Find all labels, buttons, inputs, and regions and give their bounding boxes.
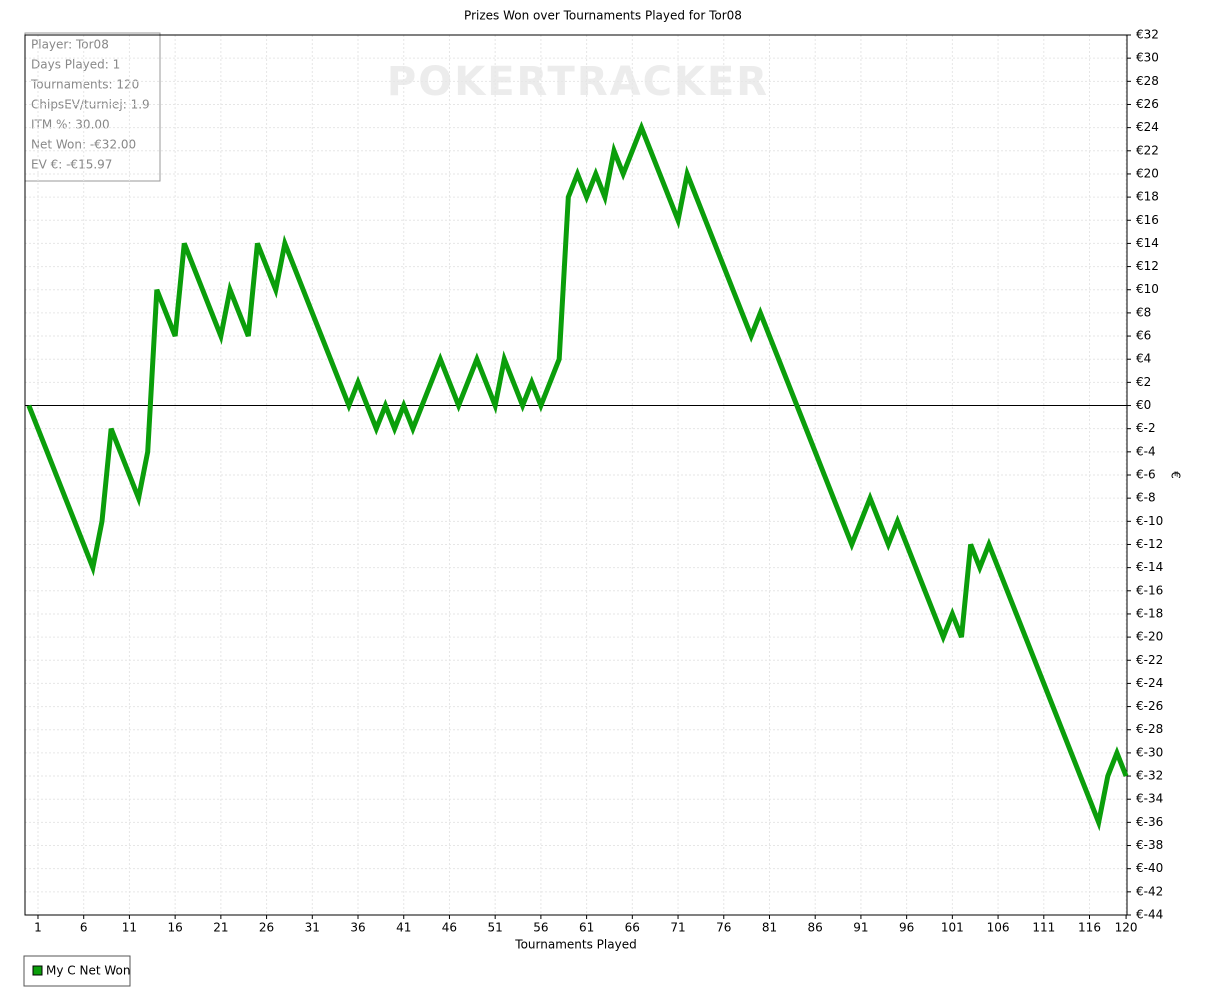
- y-tick-label: €-32: [1136, 769, 1163, 783]
- y-tick-label: €-10: [1136, 514, 1163, 528]
- x-tick-label: 11: [122, 921, 137, 935]
- y-axis-label: €: [1169, 471, 1183, 479]
- y-tick-label: €28: [1136, 74, 1159, 88]
- y-tick-label: €14: [1136, 236, 1159, 250]
- x-tick-label: 120: [1115, 921, 1138, 935]
- stat-line: Tournaments: 120: [30, 78, 139, 92]
- y-tick-label: €2: [1136, 375, 1151, 389]
- x-axis-label: Tournaments Played: [514, 938, 636, 952]
- y-tick-label: €10: [1136, 282, 1159, 296]
- legend: My C Net Won: [23, 955, 131, 987]
- y-tick-label: €-18: [1136, 606, 1163, 620]
- x-tick-label: 101: [941, 921, 964, 935]
- y-tick-label: €22: [1136, 143, 1159, 157]
- y-tick-label: €-14: [1136, 560, 1163, 574]
- stat-line: ITM %: 30.00: [31, 118, 110, 132]
- x-tick-label: 116: [1078, 921, 1101, 935]
- y-tick-label: €0: [1136, 398, 1151, 412]
- stat-line: Player: Tor08: [31, 38, 109, 52]
- x-tick-label: 56: [533, 921, 548, 935]
- y-tick-label: €-20: [1136, 630, 1163, 644]
- x-tick-label: 21: [213, 921, 228, 935]
- x-tick-label: 76: [716, 921, 731, 935]
- x-tick-label: 36: [350, 921, 365, 935]
- stat-line: EV €: -€15.97: [31, 158, 112, 172]
- x-tick-label: 61: [579, 921, 594, 935]
- y-tick-label: €32: [1136, 28, 1159, 42]
- stats-box: Player: Tor08 Days Played: 1 Tournaments: …: [24, 32, 161, 182]
- y-tick-label: €6: [1136, 329, 1151, 343]
- y-tick-label: €-6: [1136, 468, 1156, 482]
- y-tick-label: €-26: [1136, 699, 1163, 713]
- x-tick-label: 1: [34, 921, 42, 935]
- y-tick-label: €-44: [1136, 908, 1163, 922]
- y-tick-label: €-2: [1136, 421, 1156, 435]
- x-tick-label: 91: [853, 921, 868, 935]
- y-tick-label: €-42: [1136, 884, 1163, 898]
- plot-frame: [24, 34, 1128, 916]
- y-tick-label: €16: [1136, 213, 1159, 227]
- stat-line: Days Played: 1: [31, 58, 120, 72]
- chart-title: Prizes Won over Tournaments Played for T…: [464, 9, 742, 23]
- x-tick-label: 81: [762, 921, 777, 935]
- y-tick-label: €-38: [1136, 838, 1163, 852]
- x-tick-label: 86: [808, 921, 823, 935]
- x-tick-label: 26: [259, 921, 274, 935]
- y-tick-label: €-8: [1136, 491, 1156, 505]
- y-tick-label: €-24: [1136, 676, 1163, 690]
- y-tick-label: €18: [1136, 190, 1159, 204]
- y-tick-label: €8: [1136, 305, 1151, 319]
- legend-swatch: [32, 965, 43, 976]
- x-tick-label: 71: [670, 921, 685, 935]
- watermark: POKERTRACKER: [387, 59, 769, 105]
- x-tick-label: 46: [442, 921, 457, 935]
- x-tick-label: 16: [167, 921, 182, 935]
- y-tick-label: €-36: [1136, 815, 1163, 829]
- x-tick-label: 51: [488, 921, 503, 935]
- y-tick-label: €30: [1136, 51, 1159, 65]
- x-tick-label: 106: [987, 921, 1010, 935]
- y-tick-label: €-28: [1136, 722, 1163, 736]
- series-line: [26, 120, 1129, 832]
- y-tick-label: €-40: [1136, 861, 1163, 875]
- y-tick-label: €26: [1136, 97, 1159, 111]
- legend-label: My C Net Won: [46, 964, 130, 978]
- y-tick-label: €-22: [1136, 653, 1163, 667]
- x-tick-label: 41: [396, 921, 411, 935]
- x-tick-label: 66: [625, 921, 640, 935]
- y-tick-label: €12: [1136, 259, 1159, 273]
- y-tick-label: €4: [1136, 352, 1151, 366]
- y-tick-label: €-4: [1136, 444, 1156, 458]
- y-tick-label: €-12: [1136, 537, 1163, 551]
- x-tick-label: 111: [1032, 921, 1055, 935]
- x-tick-label: 96: [899, 921, 914, 935]
- x-tick-label: 6: [80, 921, 88, 935]
- y-tick-label: €20: [1136, 166, 1159, 180]
- y-tick-label: €-34: [1136, 792, 1163, 806]
- legend-frame: [23, 955, 131, 987]
- y-tick-label: €-30: [1136, 745, 1163, 759]
- y-tick-label: €24: [1136, 120, 1159, 134]
- x-tick-label: 31: [305, 921, 320, 935]
- y-tick-label: €-16: [1136, 583, 1163, 597]
